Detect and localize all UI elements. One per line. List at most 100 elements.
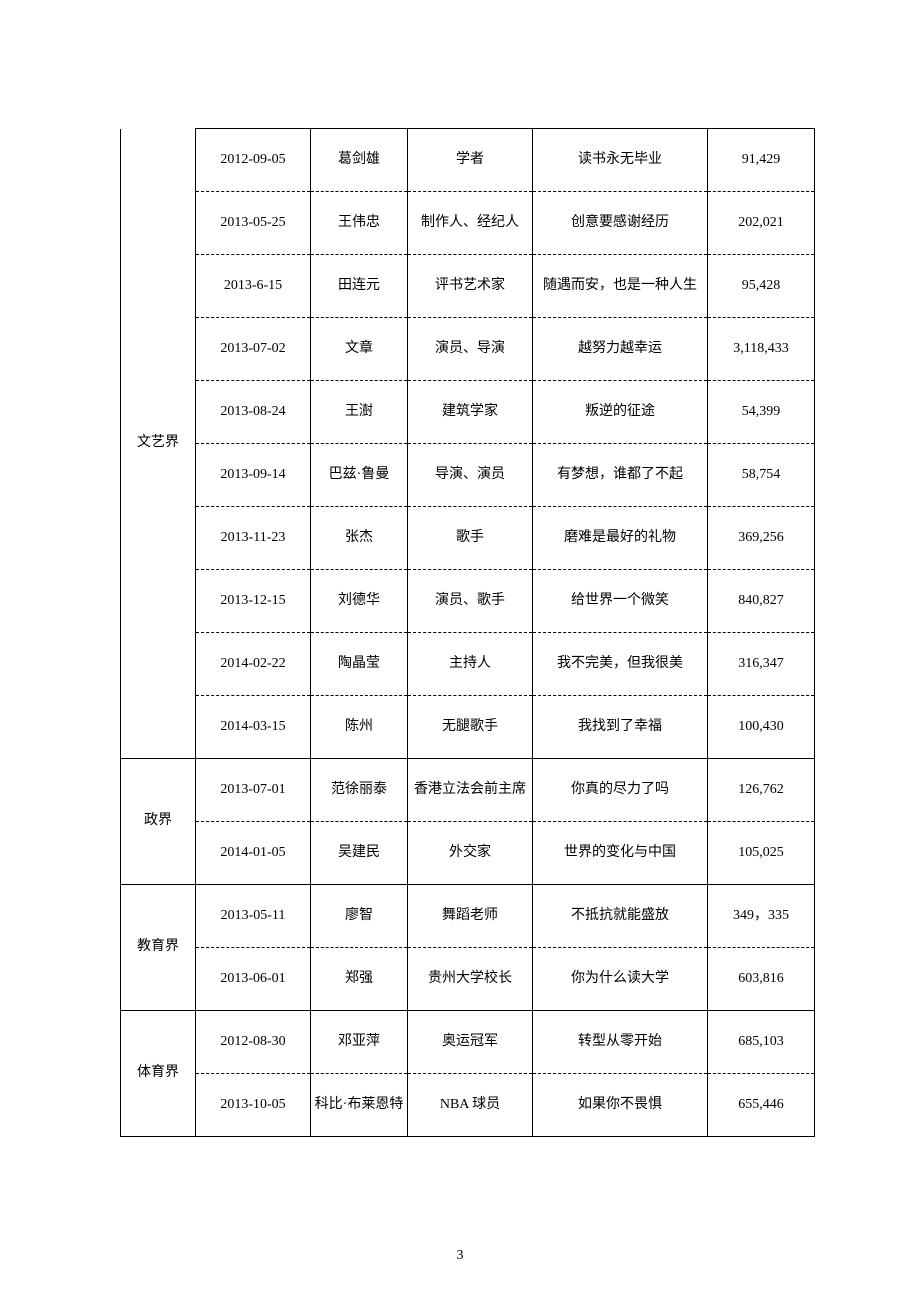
name-cell: 葛剑雄 bbox=[311, 129, 408, 192]
date-cell: 2013-08-24 bbox=[196, 381, 311, 444]
count-cell: 58,754 bbox=[708, 444, 815, 507]
date-cell: 2014-01-05 bbox=[196, 822, 311, 885]
title-cell: 越努力越幸运 bbox=[533, 318, 708, 381]
role-cell: 主持人 bbox=[408, 633, 533, 696]
date-cell: 2013-11-23 bbox=[196, 507, 311, 570]
name-cell: 张杰 bbox=[311, 507, 408, 570]
count-cell: 3,118,433 bbox=[708, 318, 815, 381]
role-cell: 贵州大学校长 bbox=[408, 948, 533, 1011]
title-cell: 我不完美，但我很美 bbox=[533, 633, 708, 696]
count-cell: 126,762 bbox=[708, 759, 815, 822]
date-cell: 2013-6-15 bbox=[196, 255, 311, 318]
role-cell: 香港立法会前主席 bbox=[408, 759, 533, 822]
category-cell: 体育界 bbox=[121, 1011, 196, 1137]
name-cell: 郑强 bbox=[311, 948, 408, 1011]
table-row: 2013-05-25王伟忠制作人、经纪人创意要感谢经历202,021 bbox=[121, 192, 815, 255]
role-cell: 评书艺术家 bbox=[408, 255, 533, 318]
title-cell: 读书永无毕业 bbox=[533, 129, 708, 192]
role-cell: 演员、歌手 bbox=[408, 570, 533, 633]
title-cell: 如果你不畏惧 bbox=[533, 1074, 708, 1137]
table-row: 教育界2013-05-11廖智舞蹈老师不抵抗就能盛放349，335 bbox=[121, 885, 815, 948]
date-cell: 2013-05-11 bbox=[196, 885, 311, 948]
role-cell: 舞蹈老师 bbox=[408, 885, 533, 948]
date-cell: 2013-07-01 bbox=[196, 759, 311, 822]
role-cell: 导演、演员 bbox=[408, 444, 533, 507]
date-cell: 2013-05-25 bbox=[196, 192, 311, 255]
name-cell: 王澍 bbox=[311, 381, 408, 444]
role-cell: 建筑学家 bbox=[408, 381, 533, 444]
name-cell: 科比·布莱恩特 bbox=[311, 1074, 408, 1137]
title-cell: 你为什么读大学 bbox=[533, 948, 708, 1011]
title-cell: 我找到了幸福 bbox=[533, 696, 708, 759]
role-cell: 制作人、经纪人 bbox=[408, 192, 533, 255]
count-cell: 655,446 bbox=[708, 1074, 815, 1137]
role-cell: 演员、导演 bbox=[408, 318, 533, 381]
title-cell: 有梦想，谁都了不起 bbox=[533, 444, 708, 507]
date-cell: 2014-02-22 bbox=[196, 633, 311, 696]
name-cell: 吴建民 bbox=[311, 822, 408, 885]
count-cell: 369,256 bbox=[708, 507, 815, 570]
count-cell: 202,021 bbox=[708, 192, 815, 255]
name-cell: 廖智 bbox=[311, 885, 408, 948]
date-cell: 2013-07-02 bbox=[196, 318, 311, 381]
date-cell: 2012-08-30 bbox=[196, 1011, 311, 1074]
role-cell: 歌手 bbox=[408, 507, 533, 570]
count-cell: 91,429 bbox=[708, 129, 815, 192]
table-row: 2013-11-23张杰歌手磨难是最好的礼物369,256 bbox=[121, 507, 815, 570]
category-cell: 教育界 bbox=[121, 885, 196, 1011]
count-cell: 349，335 bbox=[708, 885, 815, 948]
title-cell: 不抵抗就能盛放 bbox=[533, 885, 708, 948]
name-cell: 范徐丽泰 bbox=[311, 759, 408, 822]
role-cell: 学者 bbox=[408, 129, 533, 192]
name-cell: 王伟忠 bbox=[311, 192, 408, 255]
table-row: 体育界2012-08-30邓亚萍奥运冠军转型从零开始685,103 bbox=[121, 1011, 815, 1074]
count-cell: 54,399 bbox=[708, 381, 815, 444]
table-row: 2014-01-05吴建民外交家世界的变化与中国105,025 bbox=[121, 822, 815, 885]
date-cell: 2013-09-14 bbox=[196, 444, 311, 507]
title-cell: 你真的尽力了吗 bbox=[533, 759, 708, 822]
table-row: 2014-03-15陈州无腿歌手我找到了幸福100,430 bbox=[121, 696, 815, 759]
role-cell: 奥运冠军 bbox=[408, 1011, 533, 1074]
role-cell: 外交家 bbox=[408, 822, 533, 885]
table-row: 2013-10-05科比·布莱恩特NBA 球员如果你不畏惧655,446 bbox=[121, 1074, 815, 1137]
name-cell: 刘德华 bbox=[311, 570, 408, 633]
title-cell: 随遇而安，也是一种人生 bbox=[533, 255, 708, 318]
date-cell: 2013-06-01 bbox=[196, 948, 311, 1011]
table-row: 2013-6-15田连元评书艺术家随遇而安，也是一种人生95,428 bbox=[121, 255, 815, 318]
count-cell: 685,103 bbox=[708, 1011, 815, 1074]
count-cell: 316,347 bbox=[708, 633, 815, 696]
table-row: 2013-07-02文章演员、导演越努力越幸运3,118,433 bbox=[121, 318, 815, 381]
title-cell: 世界的变化与中国 bbox=[533, 822, 708, 885]
name-cell: 文章 bbox=[311, 318, 408, 381]
date-cell: 2012-09-05 bbox=[196, 129, 311, 192]
table-row: 2013-08-24王澍建筑学家叛逆的征途54,399 bbox=[121, 381, 815, 444]
count-cell: 100,430 bbox=[708, 696, 815, 759]
title-cell: 磨难是最好的礼物 bbox=[533, 507, 708, 570]
name-cell: 田连元 bbox=[311, 255, 408, 318]
title-cell: 给世界一个微笑 bbox=[533, 570, 708, 633]
table-row: 2013-09-14巴兹·鲁曼导演、演员有梦想，谁都了不起58,754 bbox=[121, 444, 815, 507]
table-row: 文艺界2012-09-05葛剑雄学者读书永无毕业91,429 bbox=[121, 129, 815, 192]
name-cell: 陶晶莹 bbox=[311, 633, 408, 696]
table-row: 2013-12-15刘德华演员、歌手给世界一个微笑840,827 bbox=[121, 570, 815, 633]
name-cell: 陈州 bbox=[311, 696, 408, 759]
table-row: 政界2013-07-01范徐丽泰香港立法会前主席你真的尽力了吗126,762 bbox=[121, 759, 815, 822]
role-cell: 无腿歌手 bbox=[408, 696, 533, 759]
count-cell: 840,827 bbox=[708, 570, 815, 633]
date-cell: 2014-03-15 bbox=[196, 696, 311, 759]
data-table: 文艺界2012-09-05葛剑雄学者读书永无毕业91,4292013-05-25… bbox=[120, 128, 815, 1137]
count-cell: 105,025 bbox=[708, 822, 815, 885]
title-cell: 创意要感谢经历 bbox=[533, 192, 708, 255]
table-row: 2014-02-22陶晶莹主持人我不完美，但我很美316,347 bbox=[121, 633, 815, 696]
count-cell: 95,428 bbox=[708, 255, 815, 318]
page-number: 3 bbox=[0, 1248, 920, 1264]
title-cell: 转型从零开始 bbox=[533, 1011, 708, 1074]
table-row: 2013-06-01郑强贵州大学校长你为什么读大学603,816 bbox=[121, 948, 815, 1011]
date-cell: 2013-12-15 bbox=[196, 570, 311, 633]
category-cell: 政界 bbox=[121, 759, 196, 885]
name-cell: 邓亚萍 bbox=[311, 1011, 408, 1074]
title-cell: 叛逆的征途 bbox=[533, 381, 708, 444]
category-cell: 文艺界 bbox=[121, 129, 196, 759]
count-cell: 603,816 bbox=[708, 948, 815, 1011]
name-cell: 巴兹·鲁曼 bbox=[311, 444, 408, 507]
